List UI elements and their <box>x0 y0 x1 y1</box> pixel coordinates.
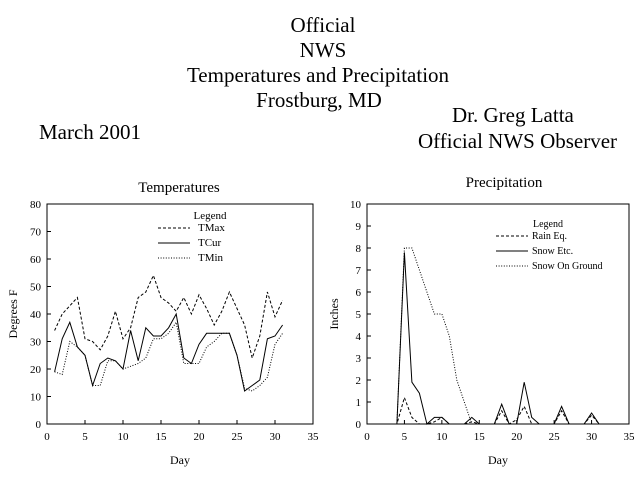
temperature-y-tick-label: 60 <box>30 254 42 266</box>
temperature-y-tick-label: 0 <box>36 419 42 431</box>
precipitation-x-tick-label: 20 <box>511 431 523 443</box>
precipitation-y-tick-label: 6 <box>356 287 362 299</box>
temperature-series-tmax <box>54 274 284 360</box>
precipitation-legend-label: Rain Eq. <box>532 231 567 242</box>
temperature-plot-frame <box>46 203 314 425</box>
header-line-2: NWS <box>299 38 347 62</box>
temperature-y-tick-label: 30 <box>30 337 42 349</box>
precipitation-x-tick-label: 5 <box>402 431 408 443</box>
precipitation-y-tick-label: 8 <box>356 243 362 255</box>
observer-name: Dr. Greg Latta <box>452 103 574 127</box>
precipitation-legend-label: Snow Etc. <box>532 246 573 257</box>
header-line-3: Temperatures and Precipitation <box>186 63 450 87</box>
temperature-y-tick-label: 20 <box>30 364 42 376</box>
temperature-legend-label: TCur <box>198 237 222 249</box>
precipitation-x-tick-label: 35 <box>624 431 636 443</box>
temperature-x-tick-label: 35 <box>308 431 320 443</box>
header-line-1: Official <box>290 13 356 37</box>
temperature-x-axis-label: Day <box>170 453 190 467</box>
precipitation-y-tick-label: 4 <box>356 331 362 343</box>
precipitation-x-axis-label: Day <box>488 453 508 467</box>
temperature-y-tick-label: 50 <box>30 282 42 294</box>
temperature-x-tick-label: 15 <box>156 431 168 443</box>
precipitation-y-tick-label: 5 <box>356 309 362 321</box>
precipitation-series-snow-etc <box>374 252 600 425</box>
temperature-chart-title: Temperatures <box>138 180 220 196</box>
temperature-x-tick-label: 20 <box>194 431 206 443</box>
temperature-x-tick-label: 10 <box>118 431 130 443</box>
temperature-y-axis-label: Degrees F <box>6 289 20 338</box>
temperature-x-tick-label: 30 <box>270 431 282 443</box>
temperature-y-tick-label: 40 <box>30 309 42 321</box>
precipitation-y-tick-label: 3 <box>356 353 362 365</box>
temperature-series-tmin <box>54 321 284 392</box>
observer-title: Official NWS Observer <box>418 129 618 153</box>
precipitation-y-axis-label: Inches <box>327 298 341 330</box>
temperature-x-tick-label: 0 <box>44 431 50 443</box>
precipitation-chart-title: Precipitation <box>466 175 543 191</box>
temperature-y-tick-label: 80 <box>30 199 42 211</box>
precipitation-y-tick-label: 10 <box>350 199 362 211</box>
precipitation-x-tick-label: 25 <box>549 431 561 443</box>
precipitation-plot-frame <box>366 203 630 425</box>
precipitation-series-snow-on-ground <box>374 247 600 425</box>
temperature-y-tick-label: 70 <box>30 227 42 239</box>
precipitation-x-tick-label: 10 <box>436 431 448 443</box>
precipitation-legend-label: Snow On Ground <box>532 261 603 272</box>
temperature-legend-label: TMin <box>198 252 224 264</box>
precipitation-y-tick-label: 1 <box>356 397 362 409</box>
precipitation-x-tick-label: 0 <box>364 431 370 443</box>
temperature-legend-label: TMax <box>198 222 225 234</box>
precipitation-legend-title: Legend <box>533 219 563 230</box>
temperature-legend-title: Legend <box>194 210 227 222</box>
temperature-y-tick-label: 10 <box>30 392 42 404</box>
header-line-4: Frostburg, MD <box>256 88 382 112</box>
precipitation-y-tick-label: 9 <box>356 221 362 233</box>
precipitation-series-rain-eq <box>374 396 600 425</box>
precipitation-y-tick-label: 0 <box>356 419 362 431</box>
temperature-x-tick-label: 25 <box>232 431 244 443</box>
temperature-series-tcur <box>54 312 284 392</box>
report-month: March 2001 <box>39 120 142 144</box>
precipitation-y-tick-label: 2 <box>356 375 362 387</box>
temperature-x-tick-label: 5 <box>82 431 88 443</box>
precipitation-x-tick-label: 15 <box>474 431 486 443</box>
precipitation-y-tick-label: 7 <box>356 265 362 277</box>
precipitation-x-tick-label: 30 <box>586 431 598 443</box>
